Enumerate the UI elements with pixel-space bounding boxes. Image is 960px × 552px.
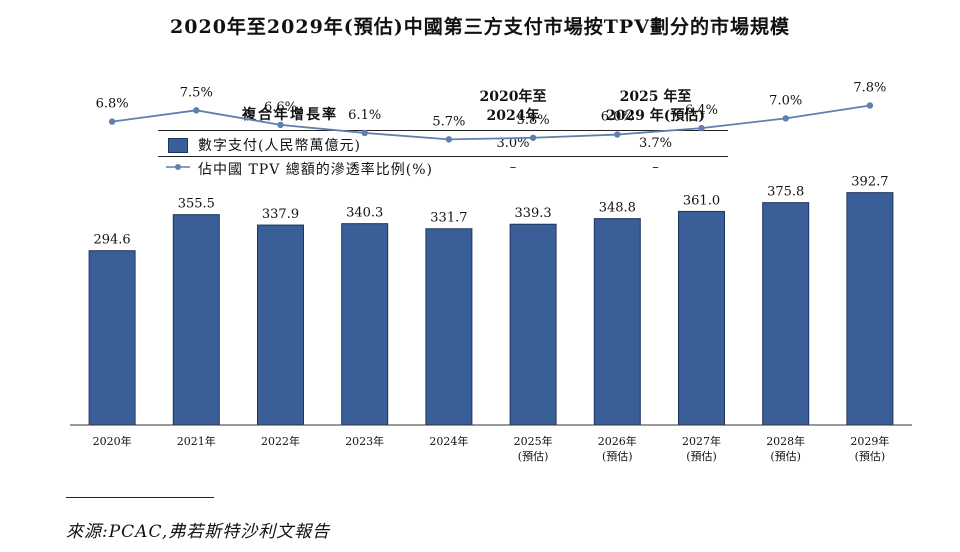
bar-value-label-6: 348.8 [599, 201, 636, 216]
line-point-1 [193, 107, 200, 114]
bar-value-label-0: 294.6 [93, 233, 130, 248]
penetration-line [111, 104, 871, 141]
line-point-6 [614, 131, 621, 138]
x-tick-label-7: 2027年 [682, 434, 721, 448]
x-tick-label-6-sub: (預估) [602, 450, 633, 463]
bar-5 [509, 223, 557, 426]
line-value-label-0: 6.8% [96, 97, 129, 112]
chart-title: 2020年至2029年(預估)中國第三方支付市場按TPV劃分的市場規模 [170, 16, 790, 38]
line-point-9 [866, 102, 874, 109]
line-value-label-4: 5.7% [432, 114, 465, 129]
x-tick-label-0: 2020年 [93, 434, 132, 448]
bar-value-label-4: 331.7 [430, 211, 467, 226]
legend-bar-swatch [168, 138, 188, 153]
line-point-4 [445, 136, 453, 143]
x-tick-label-8-sub: (預估) [770, 450, 801, 463]
line-point-3 [361, 129, 368, 137]
cagr-table: 複合年增長率 2020年至 2024年 2025 年至 2029 年(預估) 數… [158, 88, 738, 183]
bar-1 [172, 214, 220, 426]
line-value-label-5: 5.8% [517, 113, 550, 128]
cagr-period-1-line-1: 2020年至 [479, 89, 547, 105]
bar-3 [341, 223, 389, 426]
line-point-5 [529, 134, 537, 141]
line-point-8 [782, 115, 789, 122]
line-value-label-8: 7.0% [769, 93, 802, 108]
combo-chart: 294.6 355.5 337.9 340.3 331.7 339.3 348.8 361.0… [70, 81, 912, 463]
legend-bar-label: 數字支付(人民幣萬億元) [198, 138, 361, 154]
x-tick-label-7-sub: (預估) [686, 450, 717, 463]
x-tick-label-1: 2021年 [177, 434, 216, 448]
bar-6 [593, 218, 641, 426]
source-rule [66, 497, 214, 498]
cagr-period-2-line-2: 2029 年(預估) [605, 108, 706, 124]
x-tick-label-6: 2026年 [598, 434, 637, 448]
bar-9 [846, 192, 894, 426]
line-point-0 [108, 118, 116, 125]
bar-7 [678, 210, 725, 426]
x-tick-label-5-sub: (預估) [518, 450, 549, 463]
cagr-row-2-value-1: – [509, 160, 517, 175]
line-value-label-2: 6.6% [264, 100, 297, 115]
cagr-period-1-header: 2020年至 2024年 [458, 88, 568, 126]
line-point-2 [277, 121, 284, 129]
cagr-header-rule [158, 130, 728, 131]
line-value-label-3: 6.1% [348, 108, 381, 123]
x-tick-label-9: 2029年 [850, 434, 889, 448]
x-tick-label-5: 2025年 [514, 434, 553, 448]
x-tick-label-8: 2028年 [766, 434, 805, 448]
bar-value-label-5: 339.3 [514, 206, 551, 221]
cagr-period-1-line-2: 2024年 [486, 108, 540, 124]
source-note: 來源:PCAC,弗若斯特沙利文報告 [66, 522, 331, 542]
line-value-label-9: 7.8% [853, 81, 886, 96]
bar-4 [425, 228, 473, 426]
line-value-label-6: 6.0% [601, 110, 634, 125]
legend-line-label: 佔中國 TPV 總額的滲透率比例(%) [198, 162, 433, 178]
cagr-period-2-header: 2025 年至 2029 年(預估) [588, 88, 723, 126]
bar-value-label-8: 375.8 [767, 185, 804, 200]
bar-value-label-9: 392.7 [851, 175, 888, 190]
cagr-row-2-value-2: – [652, 160, 659, 175]
x-tick-label-4: 2024年 [429, 434, 468, 448]
cagr-row-rule [158, 156, 728, 157]
line-value-label-7: 6.4% [685, 103, 718, 118]
line-value-label-1: 7.5% [180, 85, 213, 100]
legend-line-marker [175, 164, 181, 170]
bar-0 [88, 250, 136, 426]
x-tick-label-3: 2023年 [345, 434, 384, 448]
cagr-period-2-line-1: 2025 年至 [619, 89, 692, 105]
x-tick-label-2: 2022年 [261, 434, 300, 448]
legend-line-swatch [166, 164, 190, 170]
bar-value-label-3: 340.3 [346, 206, 383, 221]
bar-2 [257, 224, 304, 426]
bar-value-label-2: 337.9 [262, 207, 299, 222]
bar-value-label-7: 361.0 [683, 193, 720, 208]
line-point-7 [698, 124, 705, 132]
cagr-header-label: 複合年增長率 [242, 107, 338, 123]
bar-8 [762, 202, 810, 426]
x-tick-label-9-sub: (預估) [855, 450, 886, 463]
cagr-row-1-value-1: 3.0% [496, 136, 530, 151]
cagr-row-1-value-2: 3.7% [638, 136, 673, 151]
bar-value-label-1: 355.5 [178, 197, 215, 212]
